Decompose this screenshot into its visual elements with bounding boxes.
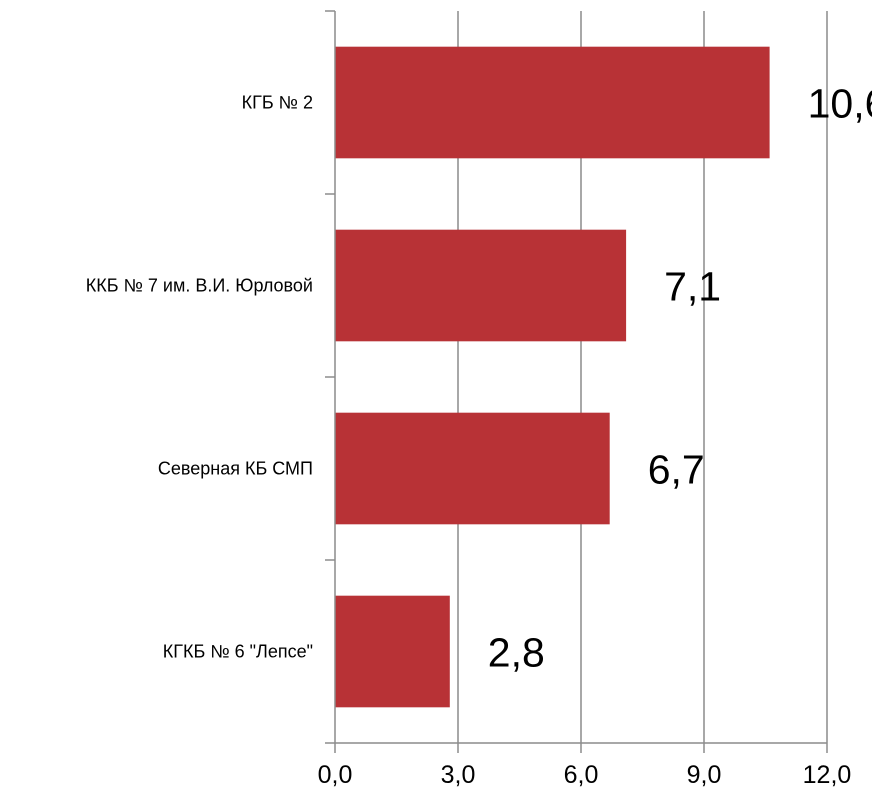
category-label-1: ККБ № 7 им. В.И. Юрловой <box>86 276 313 296</box>
x-tick-label-0: 0,0 <box>318 761 353 789</box>
x-tick-label-2: 6,0 <box>564 761 599 789</box>
bar-1 <box>335 229 627 342</box>
data-label-1: 7,1 <box>664 264 721 310</box>
x-tick-label-1: 3,0 <box>441 761 476 789</box>
x-tick-label-3: 9,0 <box>687 761 722 789</box>
data-label-2: 6,7 <box>648 447 705 493</box>
axes <box>325 10 828 753</box>
x-tick-label-4: 12,0 <box>803 761 852 789</box>
bar-2 <box>335 412 610 525</box>
data-label-3: 2,8 <box>488 630 545 676</box>
category-label-0: КГБ № 2 <box>242 93 313 113</box>
category-label-2: Северная КБ СМП <box>158 459 313 479</box>
data-label-0: 10,6 <box>808 81 872 127</box>
labels: 0,0 3,0 6,0 9,0 12,0 КГБ № 2 10,6 ККБ № 7 им. В… <box>86 81 872 790</box>
category-label-3: КГКБ № 6 "Лепсе" <box>163 642 313 662</box>
bars <box>335 46 770 708</box>
bar-0 <box>335 46 770 159</box>
bar-3 <box>335 595 450 708</box>
